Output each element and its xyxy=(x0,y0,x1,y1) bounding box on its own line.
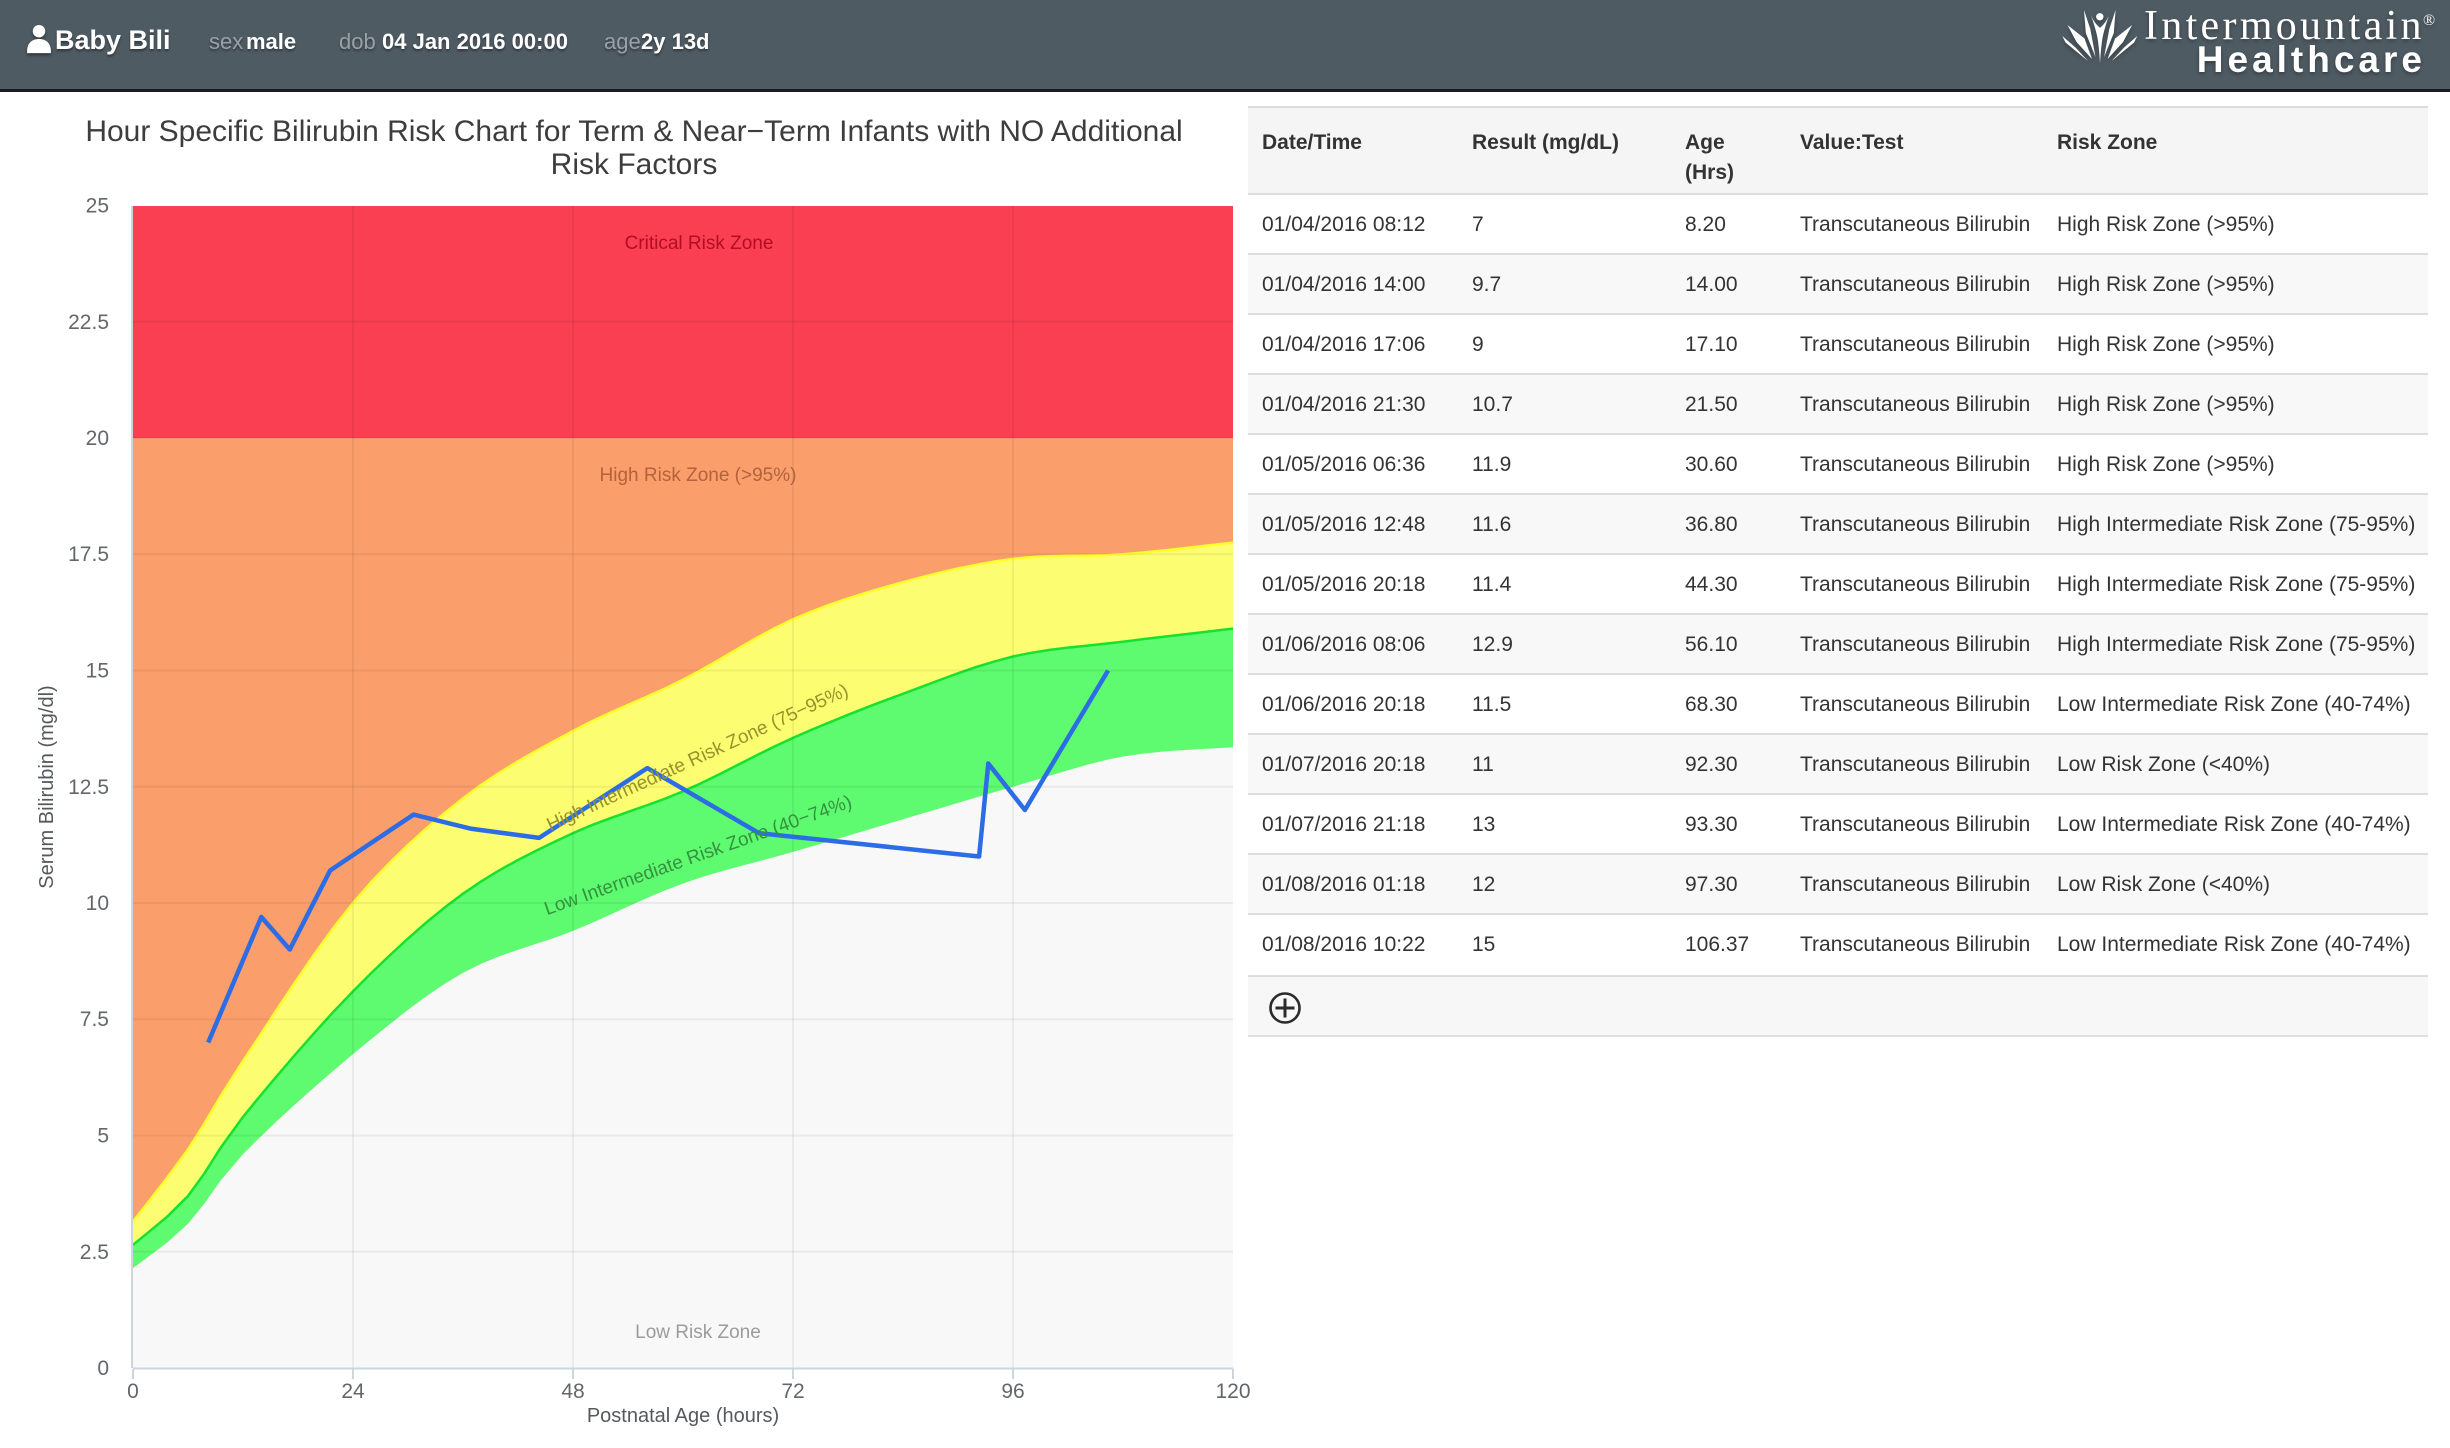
svg-text:High Risk Zone (>95%): High Risk Zone (>95%) xyxy=(600,465,797,486)
svg-text:96: 96 xyxy=(1001,1380,1024,1403)
svg-text:®: ® xyxy=(2423,12,2435,29)
svg-text:0: 0 xyxy=(127,1380,139,1403)
svg-text:Hour Specific Bilirubin Risk C: Hour Specific Bilirubin Risk Chart for T… xyxy=(85,115,1182,148)
svg-text:25: 25 xyxy=(86,195,109,218)
svg-text:10: 10 xyxy=(86,892,109,915)
svg-text:15: 15 xyxy=(86,660,109,683)
svg-text:48: 48 xyxy=(561,1380,584,1403)
svg-text:0: 0 xyxy=(97,1357,109,1380)
svg-text:120: 120 xyxy=(1215,1380,1250,1403)
svg-text:24: 24 xyxy=(341,1380,365,1403)
svg-text:22.5: 22.5 xyxy=(68,311,109,334)
svg-text:2.5: 2.5 xyxy=(80,1241,109,1264)
svg-text:Risk Factors: Risk Factors xyxy=(551,148,718,181)
svg-text:7.5: 7.5 xyxy=(80,1008,109,1031)
svg-text:Low Risk Zone: Low Risk Zone xyxy=(635,1322,761,1343)
svg-text:Critical Risk Zone: Critical Risk Zone xyxy=(625,233,774,254)
svg-text:Healthcare: Healthcare xyxy=(2197,39,2426,80)
svg-text:17.5: 17.5 xyxy=(68,543,109,566)
svg-text:12.5: 12.5 xyxy=(68,776,109,799)
svg-text:20: 20 xyxy=(86,427,109,450)
svg-text:Serum Bilirubin (mg/dl): Serum Bilirubin (mg/dl) xyxy=(36,685,58,888)
svg-text:5: 5 xyxy=(97,1125,109,1148)
svg-text:Postnatal Age (hours): Postnatal Age (hours) xyxy=(587,1405,779,1427)
svg-text:Intermountain: Intermountain xyxy=(2144,3,2425,49)
svg-text:72: 72 xyxy=(781,1380,804,1403)
